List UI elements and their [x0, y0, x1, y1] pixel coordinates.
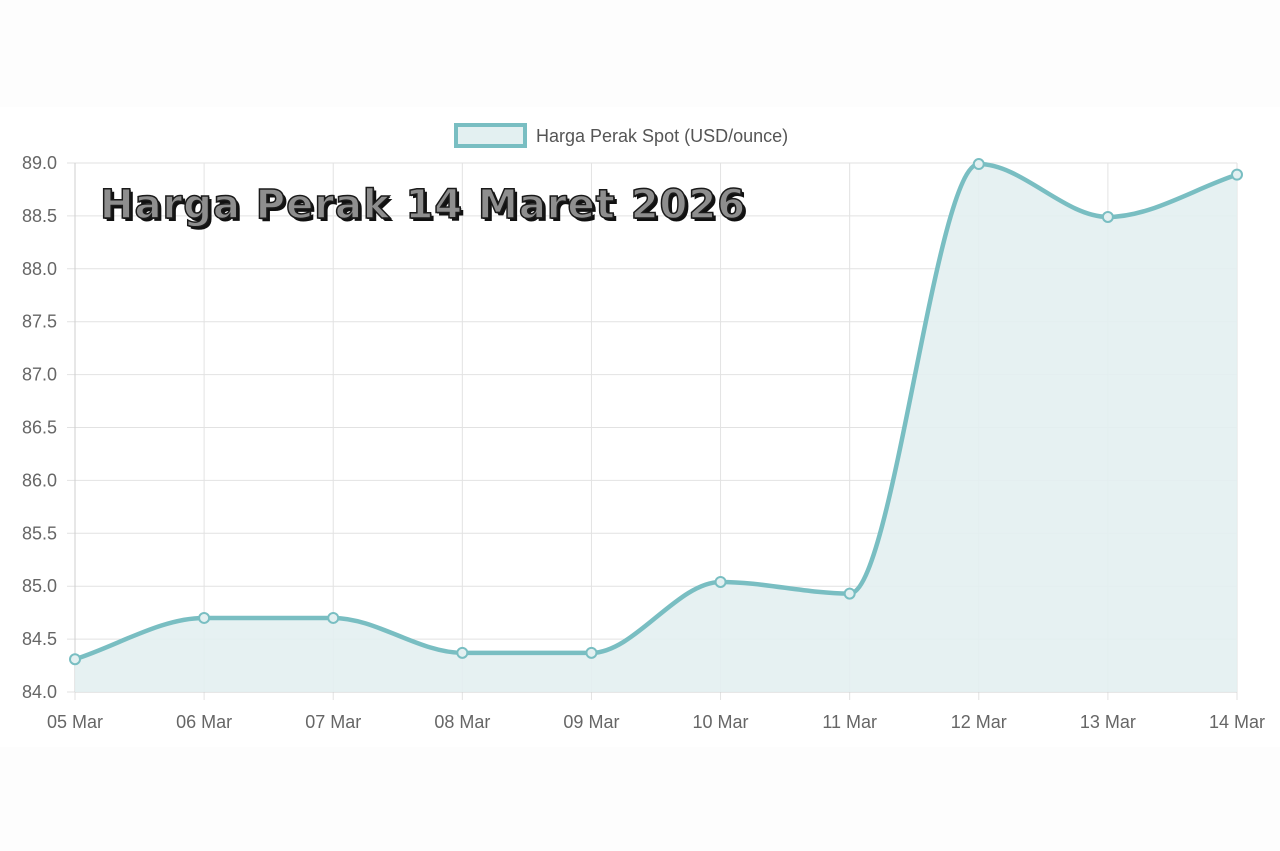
x-tick-label: 05 Mar — [47, 712, 103, 732]
x-tick-label: 12 Mar — [951, 712, 1007, 732]
data-point[interactable] — [714, 575, 727, 588]
y-axis-ticks: 84.0 84.5 85.0 85.5 86.0 86.5 87.0 87.5 88.0 88.5… — [22, 153, 57, 702]
y-tick-label: 85.5 — [22, 523, 57, 543]
x-tick-label: 10 Mar — [693, 712, 749, 732]
legend-swatch — [454, 123, 527, 148]
data-point[interactable] — [843, 587, 856, 600]
legend: Harga Perak Spot (USD/ounce) — [454, 123, 788, 148]
data-point[interactable] — [1101, 210, 1114, 223]
y-tick-label: 84.5 — [22, 629, 57, 649]
area-fill-layer — [75, 164, 1237, 693]
data-point[interactable] — [198, 611, 211, 624]
data-point[interactable] — [69, 653, 81, 666]
y-tick-label: 87.5 — [22, 312, 57, 332]
x-tick-label: 14 Mar — [1209, 712, 1265, 732]
overlay-title: Harga Perak 14 Maret 2026 — [99, 181, 747, 229]
x-tick-label: 06 Mar — [176, 712, 232, 732]
y-tick-label: 84.0 — [22, 682, 57, 702]
legend-label: Harga Perak Spot (USD/ounce) — [536, 126, 788, 146]
data-point[interactable] — [972, 158, 985, 171]
x-tick-label: 11 Mar — [822, 712, 877, 732]
y-tick-label: 88.0 — [22, 259, 57, 279]
data-point[interactable] — [327, 611, 340, 624]
series-line — [72, 161, 1240, 662]
y-tick-label: 86.0 — [22, 470, 57, 490]
x-axis-ticks: 05 Mar 06 Mar 07 Mar 08 Mar 09 Mar 10 Mar 11 M… — [47, 712, 1265, 732]
y-tick-label: 87.0 — [22, 365, 57, 385]
data-point[interactable] — [1231, 168, 1243, 181]
y-tick-label: 88.5 — [22, 206, 57, 226]
data-point[interactable] — [456, 646, 469, 659]
y-tick-label: 89.0 — [22, 153, 57, 173]
x-tick-label: 08 Mar — [434, 712, 490, 732]
x-tick-label: 07 Mar — [305, 712, 361, 732]
data-points — [69, 158, 1243, 666]
y-tick-label: 85.0 — [22, 576, 57, 596]
series-area — [75, 164, 1237, 693]
series-line-layer — [72, 161, 1240, 662]
x-tick-label: 09 Mar — [563, 712, 619, 732]
y-tick-label: 86.5 — [22, 418, 57, 438]
x-tick-label: 13 Mar — [1080, 712, 1136, 732]
data-point[interactable] — [585, 646, 598, 659]
